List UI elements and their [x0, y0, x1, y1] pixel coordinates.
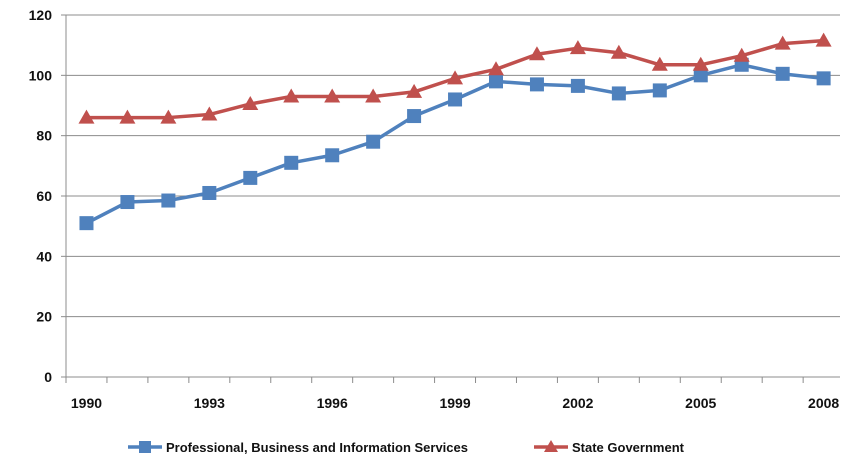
- data-point-state-government-2006: [733, 47, 750, 62]
- legend-marker-square: [139, 441, 151, 453]
- data-point-professional-1995: [284, 155, 299, 170]
- data-point-professional-1997: [366, 134, 381, 149]
- data-point-professional-1990: [79, 216, 94, 231]
- data-point-professional-2002: [570, 78, 585, 93]
- legend-label-1: State Government: [572, 440, 685, 455]
- legend-marker-triangle: [544, 440, 558, 452]
- data-point-professional-1993: [202, 185, 217, 200]
- y-tick-label-0: 0: [44, 369, 52, 385]
- legend: Professional, Business and Information S…: [128, 440, 685, 455]
- data-point-professional-1996: [325, 148, 340, 163]
- data-point-professional-2005: [693, 68, 708, 83]
- x-tick-label-1993: 1993: [194, 395, 225, 411]
- x-tick-label-2005: 2005: [685, 395, 716, 411]
- y-tick-label-120: 120: [29, 7, 53, 23]
- x-tick-label-2008: 2008: [808, 395, 839, 411]
- data-point-state-government-1999: [447, 70, 464, 85]
- data-point-state-government-1990: [78, 109, 95, 124]
- data-point-professional-1991: [120, 195, 135, 210]
- y-tick-label-100: 100: [29, 67, 53, 83]
- data-point-state-government-1994: [242, 95, 259, 110]
- data-point-state-government-2003: [610, 44, 627, 59]
- legend-item-0: Professional, Business and Information S…: [128, 440, 468, 455]
- data-point-professional-2008: [816, 71, 831, 86]
- y-tick-label-20: 20: [36, 309, 52, 325]
- legend-item-1: State Government: [534, 440, 685, 455]
- y-axis-ticks: 0 20 40 60 80 100 120: [29, 7, 66, 385]
- data-point-state-government-2000: [488, 61, 504, 76]
- data-point-professional-2007: [775, 66, 790, 81]
- data-point-state-government-2007: [774, 35, 791, 50]
- data-point-professional-2004: [652, 83, 667, 98]
- data-point-professional-1999: [448, 92, 463, 107]
- data-point-state-government-1996: [324, 88, 341, 103]
- data-point-professional-2000: [489, 74, 503, 89]
- data-point-state-government-1993: [201, 106, 218, 121]
- x-tick-label-2002: 2002: [562, 395, 593, 411]
- data-point-state-government-2004: [651, 56, 668, 71]
- data-point-professional-1998: [407, 109, 422, 124]
- data-point-state-government-1995: [283, 88, 300, 103]
- data-point-professional-2001: [529, 77, 544, 92]
- data-point-professional-1992: [161, 193, 176, 208]
- data-point-state-government-2005: [692, 56, 709, 71]
- series-line-0: [85, 63, 824, 225]
- data-point-state-government-1997: [365, 88, 382, 103]
- data-point-professional-1994: [243, 170, 258, 185]
- x-tick-label-1999: 1999: [439, 395, 470, 411]
- x-tick-label-1990: 1990: [71, 395, 102, 411]
- data-point-state-government-1992: [160, 109, 177, 124]
- data-point-state-government-2001: [528, 46, 545, 61]
- y-tick-label-60: 60: [36, 188, 52, 204]
- y-tick-label-40: 40: [36, 248, 52, 264]
- x-axis-ticks: 1990 1993 1996 1999 2002 2005 2008: [65, 377, 839, 411]
- x-tick-label-1996: 1996: [317, 395, 348, 411]
- series-layer: [78, 32, 832, 231]
- data-point-professional-2003: [611, 86, 626, 101]
- data-point-state-government-1991: [119, 109, 136, 124]
- data-point-state-government-2008: [815, 32, 832, 47]
- data-point-state-government-1998: [406, 83, 423, 98]
- y-tick-label-80: 80: [36, 128, 52, 144]
- data-point-state-government-2002: [569, 40, 586, 55]
- legend-label-0: Professional, Business and Information S…: [166, 440, 468, 455]
